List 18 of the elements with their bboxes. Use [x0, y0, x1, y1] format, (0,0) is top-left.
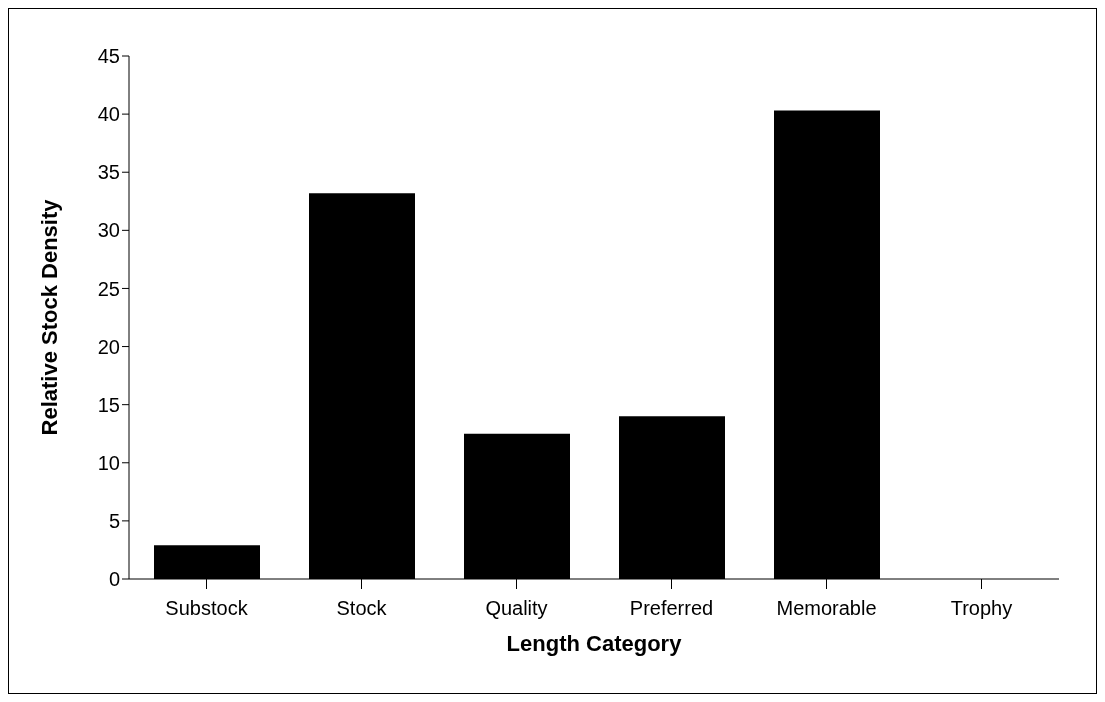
x-tick-label: Memorable	[776, 597, 877, 620]
x-tick-label: Preferred	[629, 597, 714, 620]
y-axis-title: Relative Stock Density	[36, 198, 62, 436]
x-tick-label: Quality	[485, 597, 548, 620]
y-tick-label: 30	[97, 219, 120, 242]
y-tick-label: 10	[97, 451, 120, 474]
y-tick-label: 15	[97, 393, 120, 416]
x-tick-label: Substock	[165, 597, 249, 620]
x-tick-label: Stock	[336, 597, 388, 620]
x-tick-label: Trophy	[950, 597, 1013, 620]
y-tick-label: 5	[108, 509, 120, 532]
y-tick-label: 45	[97, 45, 120, 68]
y-tick-label: 35	[97, 161, 120, 184]
y-tick-label: 40	[97, 103, 120, 126]
y-tick-label: 0	[108, 568, 120, 591]
x-axis-title: Length Category	[506, 631, 683, 656]
y-tick-label: 20	[97, 335, 120, 358]
y-tick-label: 25	[97, 277, 120, 300]
